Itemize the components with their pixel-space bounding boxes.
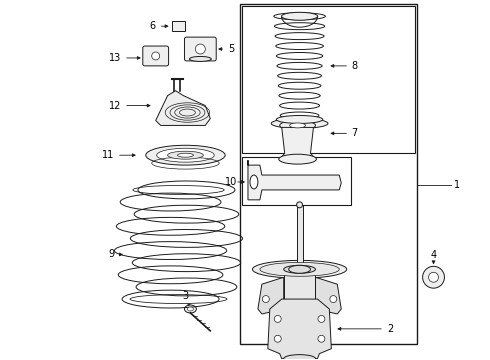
Ellipse shape	[274, 315, 281, 323]
Polygon shape	[156, 91, 210, 125]
Text: 3: 3	[182, 291, 189, 301]
Ellipse shape	[188, 307, 194, 311]
Polygon shape	[258, 277, 284, 314]
Bar	[296, 205, 302, 269]
FancyBboxPatch shape	[143, 46, 169, 66]
Ellipse shape	[274, 335, 281, 342]
Ellipse shape	[260, 262, 339, 276]
Text: 11: 11	[102, 150, 114, 160]
Text: 1: 1	[454, 180, 461, 190]
Ellipse shape	[262, 296, 270, 302]
Polygon shape	[316, 277, 341, 314]
Text: 9: 9	[108, 249, 114, 260]
Text: 6: 6	[149, 21, 156, 31]
Text: 12: 12	[109, 100, 121, 111]
Ellipse shape	[157, 148, 214, 162]
Ellipse shape	[190, 57, 211, 62]
Bar	[284, 269, 316, 359]
Polygon shape	[248, 160, 341, 200]
Ellipse shape	[296, 202, 302, 208]
Ellipse shape	[252, 260, 347, 278]
Ellipse shape	[282, 12, 318, 20]
Ellipse shape	[177, 153, 194, 157]
Polygon shape	[280, 127, 316, 159]
Text: 10: 10	[225, 177, 237, 187]
Ellipse shape	[280, 121, 316, 130]
Text: 8: 8	[351, 61, 357, 71]
Ellipse shape	[152, 52, 160, 60]
Ellipse shape	[284, 265, 316, 273]
Ellipse shape	[168, 151, 203, 159]
Ellipse shape	[422, 266, 444, 288]
Text: 5: 5	[228, 44, 234, 54]
Ellipse shape	[279, 154, 317, 164]
Ellipse shape	[196, 44, 205, 54]
Ellipse shape	[271, 118, 328, 129]
Ellipse shape	[330, 296, 337, 302]
Ellipse shape	[250, 175, 258, 189]
Bar	[172, 21, 185, 31]
Ellipse shape	[146, 145, 225, 165]
Ellipse shape	[429, 272, 439, 282]
Ellipse shape	[284, 355, 316, 360]
Text: 7: 7	[351, 129, 357, 138]
Bar	[242, 157, 351, 205]
Ellipse shape	[184, 305, 196, 313]
Ellipse shape	[318, 315, 325, 323]
Ellipse shape	[318, 335, 325, 342]
Text: 2: 2	[387, 324, 393, 334]
Polygon shape	[286, 357, 314, 360]
Ellipse shape	[289, 265, 311, 273]
Bar	[242, 6, 415, 153]
Polygon shape	[268, 299, 331, 359]
Bar	[240, 4, 416, 344]
Text: 13: 13	[109, 53, 121, 63]
Ellipse shape	[290, 123, 306, 128]
Ellipse shape	[276, 116, 323, 123]
Text: 4: 4	[431, 251, 437, 260]
FancyBboxPatch shape	[184, 37, 216, 61]
